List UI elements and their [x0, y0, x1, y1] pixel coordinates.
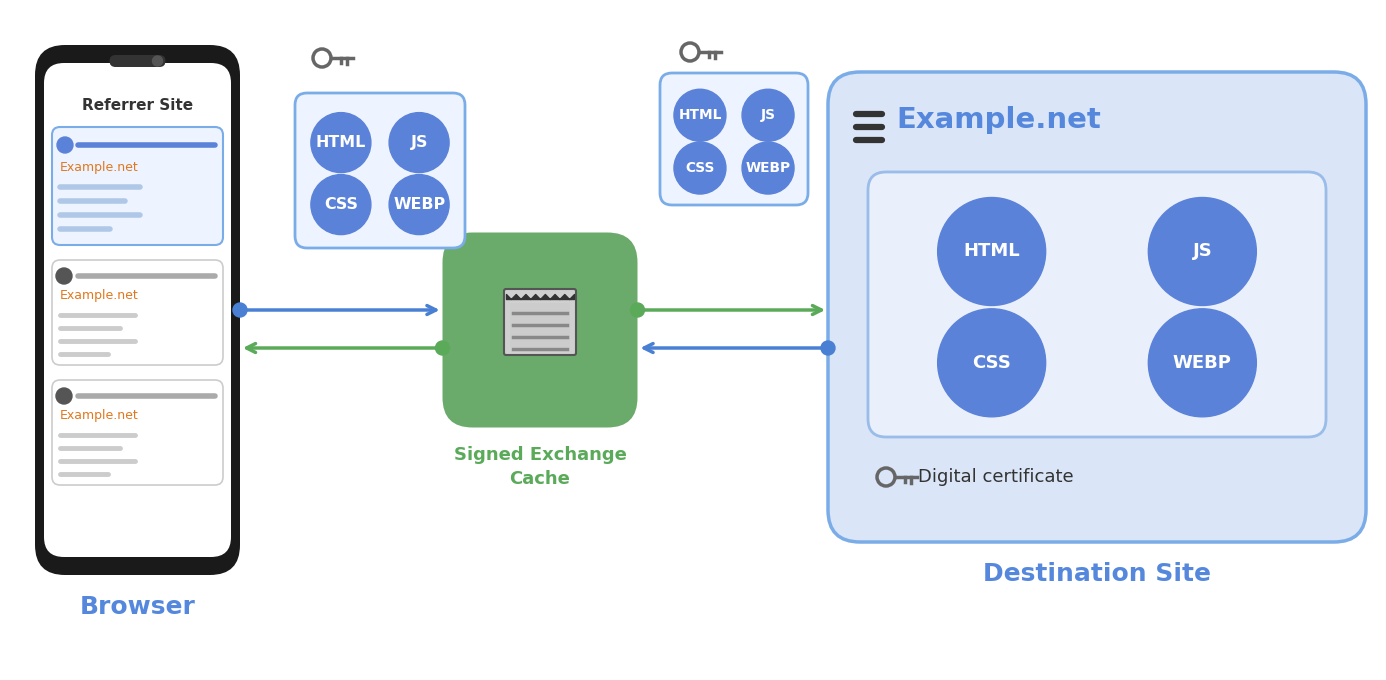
Text: WEBP: WEBP — [746, 161, 790, 175]
FancyBboxPatch shape — [442, 233, 638, 428]
FancyBboxPatch shape — [35, 45, 240, 575]
Circle shape — [938, 309, 1045, 417]
Circle shape — [55, 268, 72, 284]
Text: Referrer Site: Referrer Site — [82, 97, 193, 112]
Text: CSS: CSS — [972, 354, 1012, 372]
Text: Example.net: Example.net — [895, 106, 1100, 134]
Circle shape — [938, 197, 1045, 305]
Text: JS: JS — [761, 108, 776, 122]
Text: Signed Exchange
Cache: Signed Exchange Cache — [453, 445, 626, 488]
Circle shape — [152, 56, 162, 66]
FancyBboxPatch shape — [53, 127, 223, 245]
FancyBboxPatch shape — [660, 73, 808, 205]
Circle shape — [310, 175, 371, 235]
Circle shape — [1149, 197, 1256, 305]
Circle shape — [674, 142, 726, 194]
Text: Example.net: Example.net — [60, 160, 139, 173]
Text: JS: JS — [1192, 243, 1213, 260]
Circle shape — [57, 137, 73, 153]
Text: WEBP: WEBP — [394, 197, 445, 212]
FancyBboxPatch shape — [505, 289, 577, 355]
Circle shape — [55, 388, 72, 404]
FancyBboxPatch shape — [510, 303, 570, 347]
FancyBboxPatch shape — [53, 260, 223, 365]
Circle shape — [233, 303, 247, 317]
Text: Destination Site: Destination Site — [983, 562, 1211, 586]
Circle shape — [742, 89, 794, 141]
Text: Example.net: Example.net — [60, 409, 139, 422]
Circle shape — [389, 175, 449, 235]
Text: Browser: Browser — [79, 595, 195, 619]
Circle shape — [631, 303, 644, 317]
Circle shape — [389, 113, 449, 173]
FancyBboxPatch shape — [868, 172, 1326, 437]
Text: Digital certificate: Digital certificate — [918, 468, 1074, 486]
Text: HTML: HTML — [678, 108, 722, 122]
Circle shape — [742, 142, 794, 194]
Text: CSS: CSS — [324, 197, 358, 212]
FancyBboxPatch shape — [109, 55, 165, 67]
Text: HTML: HTML — [963, 243, 1020, 260]
FancyBboxPatch shape — [44, 63, 231, 557]
Text: WEBP: WEBP — [1173, 354, 1232, 372]
Text: CSS: CSS — [685, 161, 715, 175]
Circle shape — [674, 89, 726, 141]
Text: JS: JS — [410, 135, 428, 150]
FancyBboxPatch shape — [53, 380, 223, 485]
Text: Example.net: Example.net — [60, 290, 139, 303]
Circle shape — [435, 341, 449, 355]
Circle shape — [821, 341, 834, 355]
Text: HTML: HTML — [316, 135, 366, 150]
FancyBboxPatch shape — [827, 72, 1367, 542]
FancyBboxPatch shape — [295, 93, 464, 248]
Circle shape — [310, 113, 371, 173]
Circle shape — [1149, 309, 1256, 417]
